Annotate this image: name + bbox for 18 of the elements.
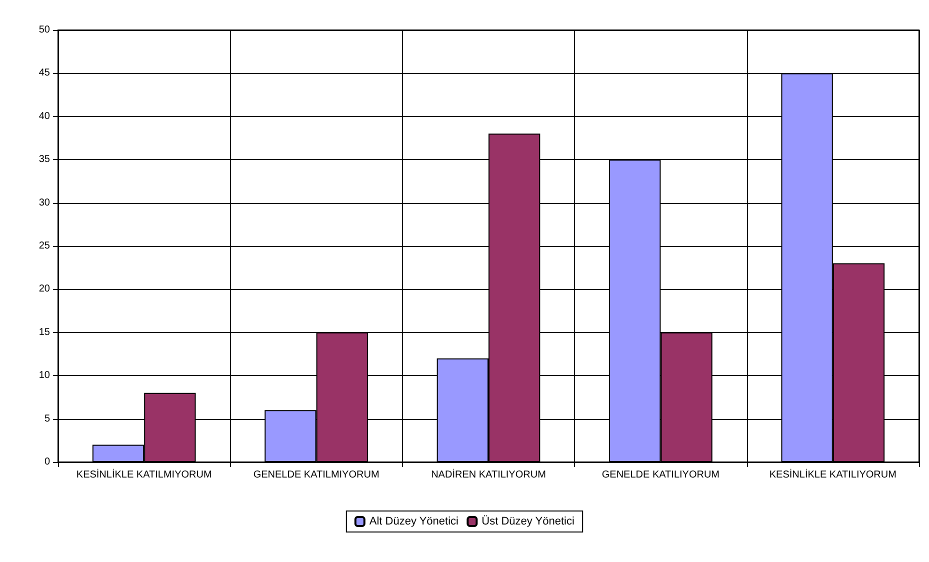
- legend-label: Üst Düzey Yönetici: [482, 514, 574, 528]
- x-tick-label: GENELDE KATILMIYORUM: [253, 470, 380, 480]
- y-tick-label: 10: [38, 370, 50, 382]
- x-tick-label: NADİREN KATILIYORUM: [431, 468, 546, 480]
- y-tick-label: 5: [44, 413, 50, 424]
- y-tick-label: 15: [38, 326, 50, 338]
- y-tick-label: 0: [44, 456, 50, 468]
- y-tick-label: 35: [38, 154, 50, 166]
- y-tick-label: 50: [38, 24, 50, 36]
- y-tick-label: 20: [38, 284, 50, 295]
- x-tick-label: GENELDE KATILIYORUM: [602, 470, 720, 480]
- y-tick-label: 40: [38, 110, 50, 122]
- y-tick-label: 30: [38, 197, 50, 208]
- x-tick-label: KESİNLİKLE KATILMIYORUM: [76, 468, 212, 480]
- x-tick-label: KESİNLİKLE KATILIYORUM: [769, 468, 896, 480]
- y-tick-label: 25: [38, 240, 50, 252]
- legend-label: Alt Düzey Yönetici: [369, 516, 458, 528]
- y-tick-label: 45: [38, 68, 50, 79]
